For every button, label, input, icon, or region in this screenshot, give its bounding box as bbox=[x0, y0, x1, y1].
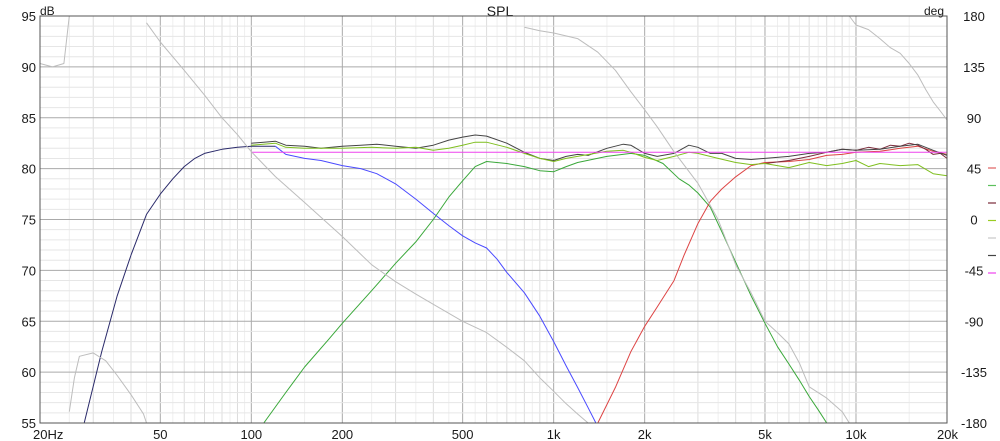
series-line-1 bbox=[274, 145, 597, 424]
y-right-tick-label: -135 bbox=[961, 365, 987, 380]
x-tick-label: 10k bbox=[846, 427, 867, 441]
y-left-tick-label: 60 bbox=[22, 365, 36, 380]
plot-frame bbox=[39, 15, 948, 424]
series-line-6 bbox=[251, 141, 948, 177]
series-line-8 bbox=[39, 15, 70, 68]
x-tick-label: 50 bbox=[153, 427, 167, 441]
series-layer bbox=[39, 15, 948, 424]
y-left-tick-label: 70 bbox=[22, 263, 36, 278]
series-line-3 bbox=[597, 145, 948, 424]
x-tick-label: 20Hz bbox=[33, 427, 63, 441]
x-tick-label: 1k bbox=[547, 427, 561, 441]
y-right-tick-label: 0 bbox=[970, 213, 977, 228]
y-right-tick-label: 180 bbox=[963, 9, 985, 24]
y-left-tick-label: 75 bbox=[22, 213, 36, 228]
x-tick-label: 200 bbox=[331, 427, 353, 441]
x-tick-label: 500 bbox=[452, 427, 474, 441]
series-line-0 bbox=[83, 145, 276, 424]
x-tick-label: 100 bbox=[240, 427, 262, 441]
y-right-tick-label: 90 bbox=[967, 111, 981, 126]
y-right-tick-label: -90 bbox=[965, 314, 984, 329]
x-tick-label: 2k bbox=[638, 427, 652, 441]
y-right-tick-label: 135 bbox=[963, 60, 985, 75]
y-left-tick-label: 90 bbox=[22, 60, 36, 75]
x-tick-label: 5k bbox=[758, 427, 772, 441]
grid bbox=[39, 15, 948, 424]
series-line-11 bbox=[524, 26, 850, 424]
y-right-tick-label: 45 bbox=[967, 162, 981, 177]
series-line-10 bbox=[146, 22, 589, 424]
series-line-12 bbox=[848, 15, 948, 121]
tick-labels: 20Hz 50 100 200 500 1k 2k 5k 10k 20k 95 90 85 80 75 70 6… bbox=[22, 9, 987, 441]
chart-title: SPL bbox=[487, 3, 514, 19]
series-line-9 bbox=[68, 352, 147, 424]
y-left-tick-label: 65 bbox=[22, 314, 36, 329]
y-left-tick-label: 80 bbox=[22, 162, 36, 177]
x-tick-label: 20k bbox=[937, 427, 958, 441]
legend bbox=[988, 167, 996, 274]
y-right-tick-label: -180 bbox=[961, 416, 987, 431]
y-left-tick-label: 55 bbox=[22, 416, 36, 431]
series-line-2 bbox=[263, 152, 828, 424]
y-right-tick-label: -45 bbox=[965, 263, 984, 278]
y-axis-right-label: deg bbox=[924, 4, 944, 18]
y-left-tick-label: 95 bbox=[22, 9, 36, 24]
y-axis-left-label: dB bbox=[40, 4, 55, 18]
y-left-tick-label: 85 bbox=[22, 111, 36, 126]
